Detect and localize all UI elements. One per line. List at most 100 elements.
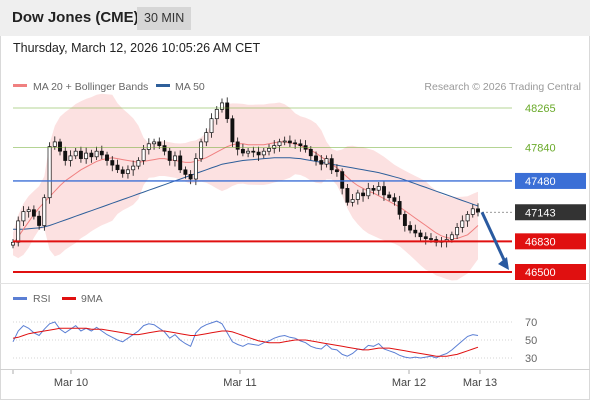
candle-body <box>251 150 256 153</box>
candle-body <box>230 118 235 143</box>
candle-body <box>162 145 167 152</box>
candle-body <box>308 148 313 157</box>
candle-body <box>293 142 298 145</box>
time-axis: Mar 10 Mar 11 Mar 12 Mar 13 <box>12 370 497 389</box>
level-label-resistance: 48265 <box>525 103 556 115</box>
level-tag-support <box>515 233 586 250</box>
candle-body <box>282 140 287 143</box>
candle-body <box>246 150 251 154</box>
candle-body <box>99 150 104 156</box>
candle-body <box>460 220 465 228</box>
candle-body <box>136 160 141 167</box>
candle-body <box>141 148 146 161</box>
key-levels: 48265 47840 47480 47143 46830 46500 <box>13 103 586 280</box>
candle-body <box>329 158 334 171</box>
candle-body <box>152 141 157 145</box>
research-credit: Research © 2026 Trading Central <box>424 81 581 93</box>
candle-body <box>115 164 120 171</box>
header-bar: Dow Jones (CME) 30 MIN <box>0 0 590 36</box>
candle-body <box>392 197 397 202</box>
candle-body <box>371 188 376 191</box>
candle-body <box>355 192 360 200</box>
candle-body <box>193 158 198 180</box>
candle-body <box>298 143 303 147</box>
candle-body <box>105 154 109 161</box>
rsi-panel: 70 50 30 <box>12 317 537 365</box>
candle-body <box>146 143 151 150</box>
candle-body <box>84 152 89 160</box>
candle-body <box>58 141 62 152</box>
candle-body <box>73 150 78 157</box>
rsi-tick-label: 50 <box>525 335 537 347</box>
x-tick-label: Mar 13 <box>463 377 497 389</box>
candle-body <box>183 169 188 175</box>
candle-body <box>120 169 125 174</box>
candle-body <box>37 215 42 226</box>
legend-ma50-swatch <box>156 84 170 87</box>
legend-ma50-label: MA 50 <box>175 81 205 93</box>
projection-arrow-shaft <box>480 211 507 263</box>
level-tag-support <box>515 264 586 280</box>
candle-body <box>89 152 94 158</box>
candle-body <box>476 208 480 213</box>
rsi-tick-label: 70 <box>525 317 537 329</box>
timeframe-badge[interactable]: 30 MIN <box>137 7 192 30</box>
candle-body <box>340 171 345 189</box>
rsi-tick-label: 30 <box>525 353 537 365</box>
candle-body <box>334 169 339 173</box>
candle-body <box>361 192 366 197</box>
instrument-title: Dow Jones (CME) <box>12 9 139 26</box>
candle-body <box>178 155 183 171</box>
candle-body <box>157 141 162 146</box>
candle-body <box>408 225 413 231</box>
candle-body <box>402 214 407 226</box>
candle-body <box>204 132 209 143</box>
candle-body <box>21 211 26 222</box>
candle-body <box>240 148 245 154</box>
x-tick-label: Mar 11 <box>223 377 256 389</box>
rsi-9ma-line <box>12 327 479 357</box>
candle-body <box>42 197 47 226</box>
candle-body <box>214 109 219 120</box>
legend-rsi-swatch <box>13 297 27 300</box>
price-panel <box>11 93 480 281</box>
x-tick-label: Mar 10 <box>54 377 88 389</box>
candle-body <box>220 102 224 110</box>
candle-body <box>455 227 460 236</box>
candle-body <box>63 150 68 161</box>
candle-body <box>465 214 470 222</box>
projection-arrow-head <box>498 257 509 270</box>
last-price-tag <box>515 204 586 221</box>
legend-9ma-swatch <box>62 297 76 300</box>
candle-body <box>173 155 177 161</box>
candle-body <box>26 209 31 212</box>
candle-body <box>256 151 261 156</box>
candle-body <box>31 209 36 217</box>
candle-body <box>110 160 115 166</box>
legend-ma20-label: MA 20 + Bollinger Bands <box>33 81 148 93</box>
candle-body <box>429 238 433 240</box>
candle-body <box>376 186 381 191</box>
legend-ma20-swatch <box>13 84 27 87</box>
candle-body <box>272 145 277 149</box>
candle-body <box>287 140 292 144</box>
candle-body <box>345 188 350 203</box>
last-price-label: 47143 <box>525 207 556 219</box>
candle-body <box>423 236 428 239</box>
candle-body <box>94 150 99 158</box>
candle-body <box>366 188 371 197</box>
candle-body <box>209 118 214 133</box>
candle-body <box>125 169 130 174</box>
candle-body <box>78 150 83 159</box>
candle-body <box>131 165 136 171</box>
candle-body <box>16 220 21 243</box>
candle-body <box>52 141 57 147</box>
candle-body <box>382 186 386 196</box>
candle-body <box>470 208 475 215</box>
timestamp: Thursday, March 12, 2026 10:05:26 AM CET <box>13 41 261 55</box>
candle-body <box>167 150 172 161</box>
level-tag-pivot <box>515 172 586 189</box>
x-tick-label: Mar 12 <box>392 377 426 389</box>
level-label-resistance: 47840 <box>525 142 556 154</box>
